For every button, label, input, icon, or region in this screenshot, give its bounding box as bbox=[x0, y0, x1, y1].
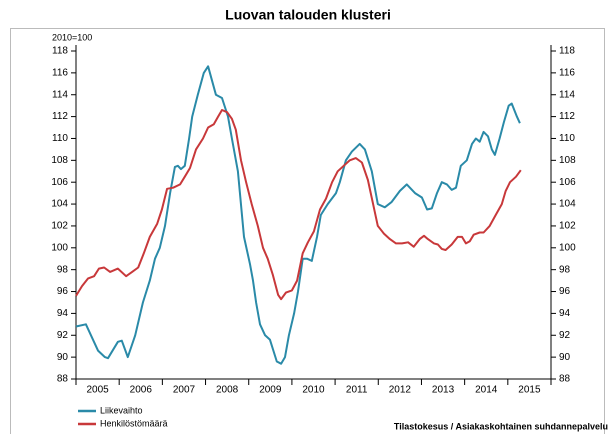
y-tick-label: 100 bbox=[51, 242, 68, 253]
legend-label: Henkilöstömäärä bbox=[100, 418, 168, 428]
x-tick-label: 2010 bbox=[302, 385, 325, 396]
line-series bbox=[75, 65, 521, 365]
y2-tick-label: 88 bbox=[559, 374, 571, 385]
y2-tick-label: 114 bbox=[559, 89, 575, 100]
y-axis-label: 2010=100 bbox=[52, 32, 92, 42]
legend-label: Liikevaihto bbox=[100, 405, 143, 415]
y-tick-label: 88 bbox=[57, 374, 69, 385]
y2-tick-label: 96 bbox=[559, 286, 571, 297]
x-tick-label: 2013 bbox=[432, 385, 455, 396]
x-tick-label: 2007 bbox=[173, 385, 196, 396]
x-tick-label: 2014 bbox=[475, 385, 498, 396]
y-tick-label: 96 bbox=[57, 286, 69, 297]
y2-tick-label: 112 bbox=[559, 111, 575, 122]
y-tick-label: 116 bbox=[52, 68, 68, 79]
y2-tick-label: 118 bbox=[559, 46, 575, 57]
y2-tick-label: 100 bbox=[559, 242, 576, 253]
y2-tick-label: 102 bbox=[559, 221, 576, 232]
x-tick-label: 2008 bbox=[216, 385, 239, 396]
y-tick-label: 110 bbox=[52, 133, 68, 144]
y2-tick-label: 90 bbox=[559, 352, 571, 363]
x-tick-label: 2015 bbox=[518, 385, 541, 396]
y2-tick-label: 110 bbox=[559, 133, 575, 144]
y-tick-label: 102 bbox=[51, 221, 68, 232]
x-tick-label: 2005 bbox=[86, 385, 109, 396]
y2-tick-label: 98 bbox=[559, 264, 571, 275]
y2-tick-label: 94 bbox=[559, 308, 571, 319]
chart-title: Luovan talouden klusteri bbox=[225, 7, 391, 23]
y-tick-label: 118 bbox=[52, 46, 68, 57]
y-tick-label: 98 bbox=[57, 264, 69, 275]
y-tick-label: 94 bbox=[57, 308, 69, 319]
y-tick-label: 112 bbox=[52, 111, 68, 122]
y-tick-label: 90 bbox=[57, 352, 69, 363]
frame bbox=[10, 28, 605, 434]
x-tick-label: 2011 bbox=[346, 385, 368, 396]
y2-tick-label: 106 bbox=[559, 177, 576, 188]
x-tick-label: 2012 bbox=[389, 385, 412, 396]
y2-tick-label: 108 bbox=[559, 155, 576, 166]
y2-tick-label: 92 bbox=[559, 330, 571, 341]
line-series bbox=[75, 109, 522, 301]
y-tick-label: 104 bbox=[51, 199, 68, 210]
y-tick-label: 114 bbox=[52, 89, 68, 100]
y-tick-label: 108 bbox=[51, 155, 68, 166]
y2-tick-label: 116 bbox=[559, 68, 575, 79]
source: Tilastokesus / Asiakaskohtainen suhdanne… bbox=[394, 421, 608, 431]
x-tick-label: 2009 bbox=[259, 385, 282, 396]
y2-tick-label: 104 bbox=[559, 199, 576, 210]
y-tick-label: 106 bbox=[51, 177, 68, 188]
x-tick-label: 2006 bbox=[130, 385, 153, 396]
y-tick-label: 92 bbox=[57, 330, 69, 341]
